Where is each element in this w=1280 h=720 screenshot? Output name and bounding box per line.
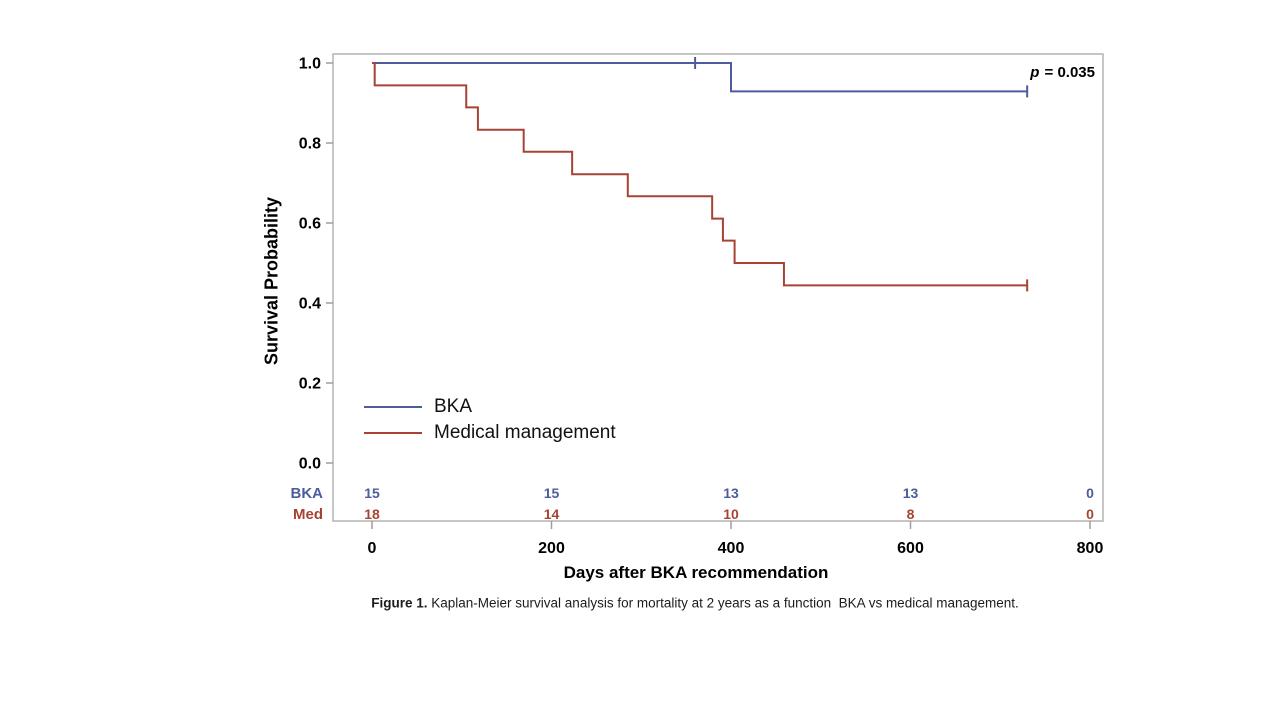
- risk-count: 0: [1086, 485, 1094, 501]
- figure-caption: Figure 1. Kaplan-Meier survival analysis…: [371, 596, 1019, 611]
- risk-row-label: BKA: [291, 485, 324, 502]
- risk-count: 8: [907, 506, 915, 522]
- y-axis-title: Survival Probability: [261, 196, 282, 366]
- p-value-annotation: p = 0.035: [1030, 64, 1095, 81]
- at-risk-table: BKA 15 15 13 13 0 Med 18 14 10 8 0: [291, 485, 1095, 523]
- legend-entry-medical: Medical management: [364, 420, 616, 446]
- y-tick-label: 0.6: [299, 216, 321, 233]
- legend-entry-bka: BKA: [364, 394, 616, 420]
- risk-count: 15: [364, 485, 380, 501]
- risk-count: 18: [364, 506, 380, 522]
- risk-row-label: Med: [293, 506, 323, 523]
- x-tick-label: 600: [897, 540, 924, 557]
- caption-figure-number: Figure 1.: [371, 595, 428, 611]
- risk-count: 14: [544, 506, 560, 522]
- km-curve-medical: [372, 62, 1028, 287]
- risk-count: 13: [903, 485, 919, 501]
- x-axis-title: Days after BKA recommendation: [563, 563, 829, 582]
- km-curve-bka: [372, 62, 1028, 93]
- y-tick-label: 0.8: [299, 136, 321, 153]
- legend-line-bka-icon: [364, 406, 422, 408]
- legend-line-medical-icon: [364, 432, 422, 434]
- plot-frame: [332, 53, 1104, 522]
- y-tick-label: 1.0: [299, 56, 321, 73]
- risk-count: 13: [723, 485, 739, 501]
- y-tick-label: 0.0: [299, 456, 321, 473]
- p-symbol: p: [1030, 64, 1040, 81]
- x-tick-label: 0: [368, 540, 377, 557]
- risk-count: 15: [544, 485, 560, 501]
- legend-label-bka: BKA: [434, 396, 473, 417]
- plot-border: [332, 53, 1104, 522]
- caption-text: Kaplan-Meier survival analysis for morta…: [427, 595, 1019, 611]
- legend-label-medical: Medical management: [434, 422, 616, 443]
- risk-count: 0: [1086, 506, 1094, 522]
- legend: BKA Medical management: [364, 394, 616, 446]
- x-tick-label: 800: [1077, 540, 1104, 557]
- y-tick-label: 0.4: [299, 296, 321, 313]
- x-tick-label: 400: [718, 540, 745, 557]
- axis-ticks: 1.00.80.60.40.20.00 200 400 600 800: [299, 56, 1104, 558]
- p-value-text: = 0.035: [1040, 64, 1095, 81]
- risk-count: 10: [723, 506, 739, 522]
- y-tick-label: 0.2: [299, 376, 321, 393]
- x-tick-label: 200: [538, 540, 565, 557]
- survival-curves: [372, 57, 1029, 292]
